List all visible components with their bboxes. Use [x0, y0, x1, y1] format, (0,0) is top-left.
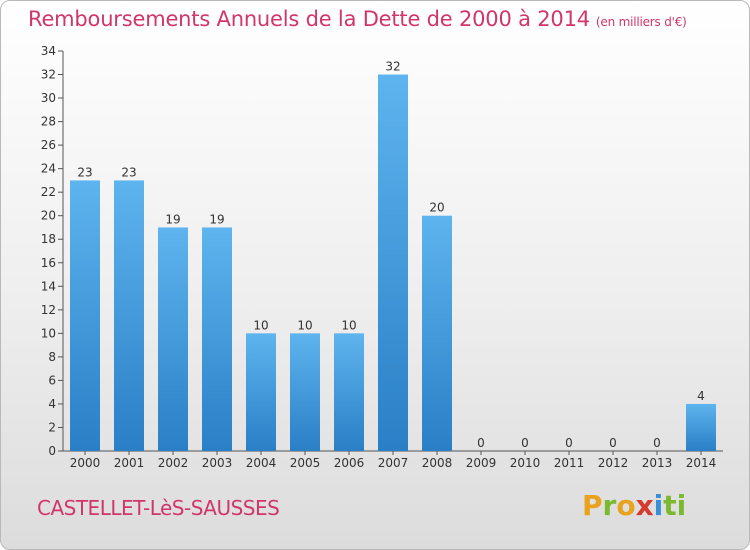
- x-tick-label: 2012: [598, 456, 629, 470]
- bar: [70, 180, 100, 452]
- y-tick-label: 0: [48, 444, 56, 458]
- bar-value-label: 0: [609, 436, 617, 450]
- x-tick-label: 2006: [334, 456, 365, 470]
- bar: [246, 333, 276, 451]
- bar: [290, 333, 320, 451]
- x-tick-label: 2004: [246, 456, 277, 470]
- x-tick-label: 2010: [510, 456, 541, 470]
- bar: [114, 180, 144, 452]
- y-tick-label: 32: [41, 68, 56, 82]
- x-tick-label: 2011: [554, 456, 585, 470]
- y-tick-label: 16: [41, 256, 56, 270]
- y-tick-label: 20: [41, 209, 56, 223]
- bar-value-label: 10: [253, 318, 268, 332]
- y-tick-label: 12: [41, 303, 56, 317]
- x-tick-label: 2007: [378, 456, 409, 470]
- bar-value-label: 20: [429, 201, 444, 215]
- y-tick-label: 2: [48, 420, 56, 434]
- bar-value-label: 10: [297, 318, 312, 332]
- x-tick-label: 2002: [158, 456, 189, 470]
- bar: [334, 333, 364, 451]
- bar-value-label: 19: [209, 212, 224, 226]
- bar-value-label: 0: [653, 436, 661, 450]
- chart-title-unit: (en milliers d'€): [595, 15, 687, 29]
- x-tick-label: 2008: [422, 456, 453, 470]
- bar-value-label: 23: [121, 165, 136, 179]
- y-tick-label: 28: [41, 115, 56, 129]
- y-tick-label: 34: [41, 44, 56, 58]
- y-tick-label: 8: [48, 350, 56, 364]
- y-tick-label: 22: [41, 185, 56, 199]
- x-tick-label: 2001: [114, 456, 145, 470]
- chart-title-text: Remboursements Annuels de la Dette de 20…: [28, 7, 590, 31]
- commune-name: CASTELLET-LèS-SAUSSES: [37, 496, 280, 520]
- bar-value-label: 19: [165, 212, 180, 226]
- x-tick-label: 2013: [642, 456, 673, 470]
- bar: [202, 227, 232, 451]
- bar-value-label: 4: [697, 389, 705, 403]
- bar: [422, 215, 452, 451]
- bar-value-label: 32: [385, 60, 400, 74]
- x-tick-label: 2014: [686, 456, 717, 470]
- y-tick-label: 14: [41, 279, 56, 293]
- bar: [378, 74, 408, 451]
- y-tick-label: 18: [41, 232, 56, 246]
- bar-value-label: 0: [521, 436, 529, 450]
- y-tick-label: 4: [48, 397, 56, 411]
- proxiti-logo: Proxiti: [582, 489, 687, 522]
- bar-value-label: 0: [565, 436, 573, 450]
- x-tick-label: 2003: [202, 456, 233, 470]
- x-tick-label: 2000: [70, 456, 101, 470]
- y-tick-label: 24: [41, 162, 56, 176]
- y-tick-label: 10: [41, 326, 56, 340]
- bar-value-label: 10: [341, 318, 356, 332]
- bar: [686, 403, 716, 451]
- y-tick-label: 6: [48, 373, 56, 387]
- y-tick-label: 26: [41, 138, 56, 152]
- chart-title: Remboursements Annuels de la Dette de 20…: [28, 7, 687, 31]
- bar-value-label: 23: [77, 165, 92, 179]
- x-tick-label: 2009: [466, 456, 497, 470]
- y-tick-label: 30: [41, 91, 56, 105]
- x-tick-label: 2005: [290, 456, 321, 470]
- bar-value-label: 0: [477, 436, 485, 450]
- bar: [158, 227, 188, 451]
